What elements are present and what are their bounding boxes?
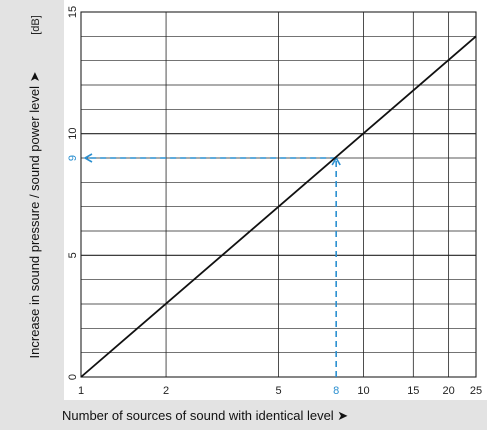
label-panel-bottom [0, 400, 487, 430]
y-tick-label: 10 [67, 128, 79, 140]
x-tick-label: 2 [163, 385, 169, 397]
highlight-arrowhead-left [83, 153, 93, 163]
x-tick-label: 1 [78, 385, 84, 397]
x-tick-label: 8 [333, 385, 339, 397]
x-tick-label: 5 [275, 385, 281, 397]
y-tick-label: 9 [67, 155, 79, 161]
grid [80, 11, 477, 378]
x-axis-label: Number of sources of sound with identica… [62, 408, 348, 423]
y-axis-unit: [dB] [30, 15, 42, 35]
y-tick-label: 15 [67, 6, 79, 18]
y-tick-label: 0 [67, 374, 79, 380]
x-tick-label: 10 [357, 385, 369, 397]
y-tick-label: 5 [67, 252, 79, 258]
plot-frame [80, 11, 477, 378]
y-axis-label: Increase in sound pressure / sound power… [27, 71, 42, 358]
x-tick-label: 25 [470, 385, 482, 397]
label-panel-left [0, 0, 64, 430]
marks [80, 35, 477, 378]
series-line [80, 35, 477, 378]
x-tick-label: 20 [442, 385, 454, 397]
x-tick-label: 15 [407, 385, 419, 397]
